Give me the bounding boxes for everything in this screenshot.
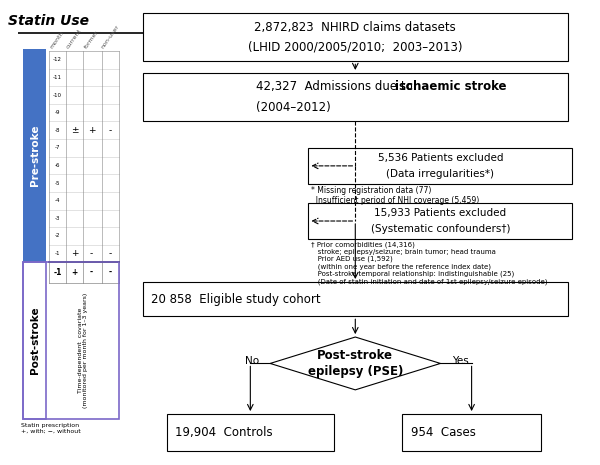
FancyBboxPatch shape	[308, 203, 572, 239]
Text: Statin prescription
+, with; −, without: Statin prescription +, with; −, without	[20, 423, 80, 434]
Text: -2: -2	[55, 233, 60, 239]
Text: -: -	[90, 249, 93, 258]
Text: (Data irregularities*): (Data irregularities*)	[386, 169, 494, 179]
Text: epilepsy (PSE): epilepsy (PSE)	[308, 365, 403, 378]
Text: -: -	[90, 268, 93, 277]
FancyBboxPatch shape	[143, 73, 568, 121]
Text: 5,536 Patients excluded: 5,536 Patients excluded	[377, 153, 503, 163]
Text: -6: -6	[55, 163, 60, 168]
FancyBboxPatch shape	[167, 414, 334, 451]
Text: Time-dependent  covariate
(monitored per month for 1–3 years): Time-dependent covariate (monitored per …	[77, 293, 88, 408]
Text: -10: -10	[53, 93, 62, 98]
Text: former: former	[83, 29, 100, 50]
Text: -1: -1	[53, 268, 62, 277]
FancyBboxPatch shape	[143, 13, 568, 61]
Text: 954  Cases: 954 Cases	[410, 426, 475, 439]
FancyBboxPatch shape	[23, 262, 46, 418]
Text: (LHID 2000/2005/2010;  2003–2013): (LHID 2000/2005/2010; 2003–2013)	[248, 41, 463, 54]
Text: -11: -11	[53, 75, 62, 80]
Text: * Missing registration data (77)
  Insufficient period of NHI coverage (5,459): * Missing registration data (77) Insuffi…	[311, 186, 479, 206]
FancyBboxPatch shape	[402, 414, 541, 451]
Text: -1: -1	[55, 251, 60, 256]
FancyBboxPatch shape	[308, 147, 572, 184]
Text: 19,904  Controls: 19,904 Controls	[175, 426, 273, 439]
Text: 2,872,823  NHIRD claims datasets: 2,872,823 NHIRD claims datasets	[254, 20, 456, 33]
FancyBboxPatch shape	[143, 282, 568, 316]
Text: -: -	[109, 268, 112, 277]
Text: -12: -12	[53, 57, 62, 62]
Text: +: +	[88, 126, 95, 135]
Text: -: -	[109, 249, 112, 258]
Text: Post-stroke: Post-stroke	[30, 306, 40, 374]
Polygon shape	[270, 337, 440, 390]
Text: +: +	[71, 249, 78, 258]
Text: No: No	[245, 356, 259, 366]
Text: Post-stroke: Post-stroke	[317, 349, 393, 362]
Text: current: current	[66, 28, 83, 50]
Text: Yes: Yes	[452, 356, 469, 366]
Text: 15,933 Patients excluded: 15,933 Patients excluded	[374, 208, 506, 218]
Text: -8: -8	[55, 128, 60, 133]
Text: Pre-stroke: Pre-stroke	[30, 125, 40, 186]
Text: -5: -5	[55, 180, 60, 186]
Text: ±: ±	[71, 126, 78, 135]
Text: -9: -9	[55, 110, 60, 115]
FancyBboxPatch shape	[23, 49, 46, 262]
Text: (2004–2012): (2004–2012)	[256, 100, 331, 113]
Text: Statin Use: Statin Use	[8, 14, 89, 28]
Text: (Systematic confounders†): (Systematic confounders†)	[371, 224, 510, 234]
Text: -: -	[109, 126, 112, 135]
Text: 42,327  Admissions due to: 42,327 Admissions due to	[256, 80, 416, 93]
Text: +: +	[71, 268, 77, 277]
Text: -4: -4	[55, 198, 60, 203]
Text: -3: -3	[55, 216, 60, 221]
Text: non-user: non-user	[100, 24, 120, 50]
Text: -7: -7	[55, 146, 60, 150]
Text: ischaemic stroke: ischaemic stroke	[395, 80, 506, 93]
Text: 20 858  Eligible study cohort: 20 858 Eligible study cohort	[151, 292, 320, 306]
Text: † Prior comorbidities (14,316)
   stroke; epilepsy/seizure; brain tumor; head tr: † Prior comorbidities (14,316) stroke; e…	[311, 241, 548, 285]
Text: month: month	[49, 30, 65, 50]
